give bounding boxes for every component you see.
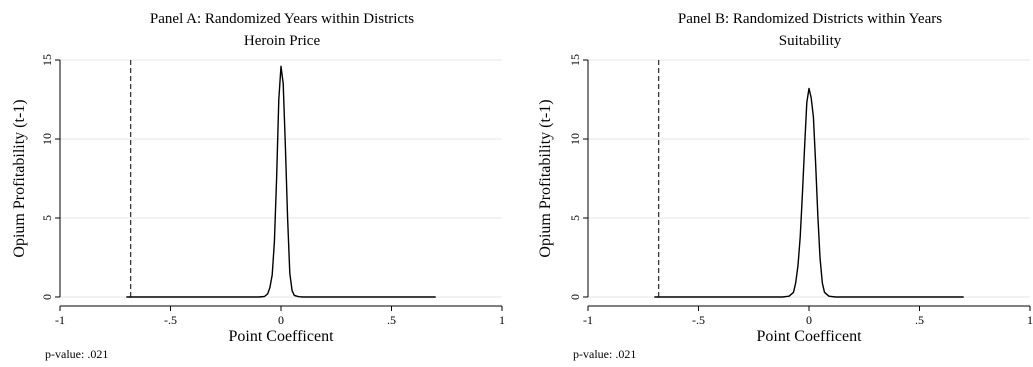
y-tick-label: 15 [568,54,582,66]
x-tick-label: -.5 [164,313,177,327]
x-axis-label: Point Coefficent [228,328,334,345]
x-tick-label: 1 [499,313,505,327]
x-axis-label: Point Coefficent [756,328,862,345]
p-value-note: p-value: .021 [573,347,636,361]
y-tick-label: 10 [568,133,582,145]
x-tick-label: -.5 [692,313,705,327]
x-tick-label: .5 [915,313,924,327]
y-tick-label: 0 [568,294,582,300]
y-tick-label: 10 [40,133,54,145]
x-tick-label: -1 [583,313,593,327]
x-tick-label: 1 [1027,313,1033,327]
y-tick-label: 5 [568,215,582,221]
x-tick-label: .5 [387,313,396,327]
panel-subtitle: Heroin Price [244,33,321,49]
density-line [654,87,964,298]
y-axis-label: Opium Profitability (t-1) [537,99,554,257]
density-line [126,65,436,298]
x-tick-label: 0 [278,313,284,327]
p-value-note: p-value: .021 [45,347,108,361]
panel-title: Panel B: Randomized Districts within Yea… [678,11,942,27]
y-tick-label: 5 [40,215,54,221]
x-tick-label: -1 [55,313,65,327]
y-axis-label: Opium Profitability (t-1) [11,99,28,257]
panel-title: Panel A: Randomized Years within Distric… [150,11,414,27]
panel-subtitle: Suitability [779,33,842,49]
x-tick-label: 0 [806,313,812,327]
y-tick-label: 0 [40,294,54,300]
y-tick-label: 15 [40,54,54,66]
